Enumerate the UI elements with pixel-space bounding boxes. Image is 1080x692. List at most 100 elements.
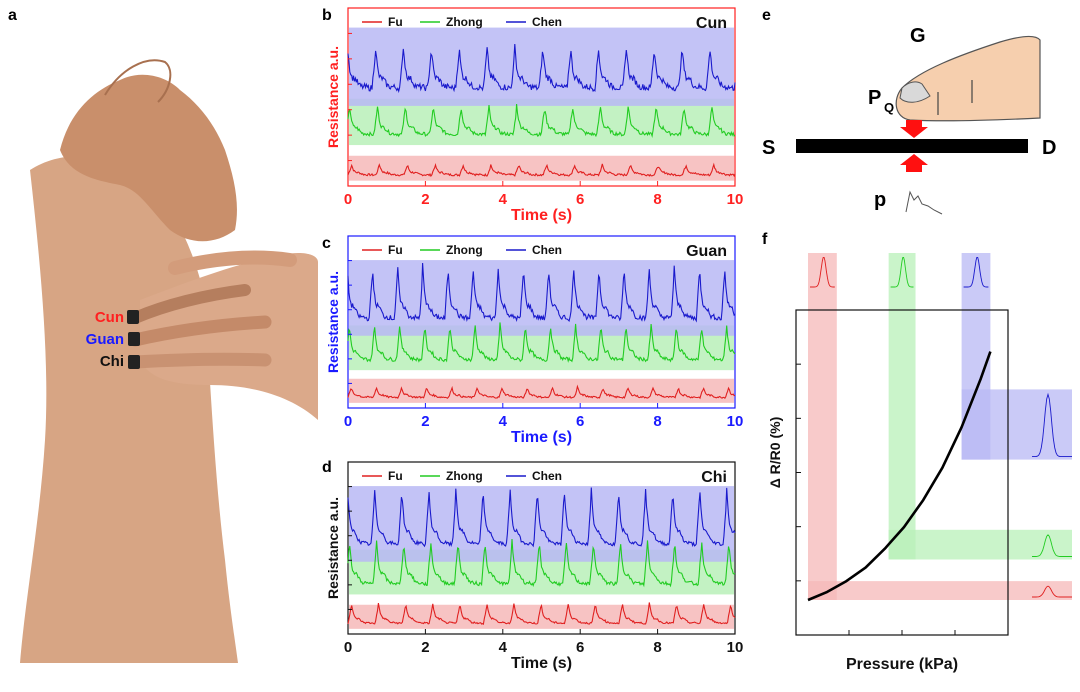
panel-e: G P Q S D p	[762, 25, 1056, 215]
chart-title: Cun	[696, 15, 727, 32]
arrow-down	[900, 120, 928, 138]
legend-label-fu: Fu	[388, 15, 403, 29]
y-axis-label: Resistance a.u.	[325, 271, 341, 373]
band-vertical-fu	[808, 253, 837, 600]
x-tick-label: 4	[499, 413, 508, 430]
response-curve	[807, 351, 992, 602]
finger-illustration	[895, 35, 1041, 122]
legend-label-chen: Chen	[532, 243, 562, 257]
plot-frame	[347, 461, 736, 635]
series-line-zhong	[347, 538, 736, 588]
label-p: P	[868, 87, 881, 109]
band-horizontal-fu	[808, 581, 1072, 600]
series-line-zhong	[347, 103, 736, 138]
series-line-chen	[347, 487, 736, 548]
panel-letter-b: b	[322, 7, 332, 24]
series-line-chen	[347, 262, 736, 323]
legend-label-fu: Fu	[388, 243, 403, 257]
label-small-p: p	[874, 189, 886, 211]
chart-guan: 0 2 4 6 8 10 Time (s) Resistance a.u. Guan Fu Zhon…	[325, 235, 744, 446]
panel-letter-f: f	[762, 231, 768, 248]
y-axis-label: Resistance a.u.	[325, 497, 341, 599]
peak-sketch-top-fu	[810, 256, 835, 288]
panel-letter-c: c	[322, 235, 331, 252]
label-d: D	[1042, 137, 1056, 159]
legend-label-chen: Chen	[532, 15, 562, 29]
band-chen	[349, 486, 734, 562]
x-tick-label: 4	[499, 191, 508, 208]
x-tick-label: 0	[344, 639, 352, 656]
peak-sketch-side-chen	[1032, 392, 1072, 458]
finger-3	[128, 352, 272, 369]
label-guan: Guan	[86, 331, 124, 348]
x-axis-label: Time (s)	[511, 655, 572, 672]
y-axis-label: Resistance a.u.	[325, 46, 341, 148]
band-fu	[349, 155, 734, 181]
legend-label-zhong: Zhong	[446, 469, 483, 483]
peak-sketch-side-fu	[1032, 585, 1072, 598]
x-tick-label: 10	[727, 413, 744, 430]
forearm	[20, 155, 238, 663]
label-s: S	[762, 137, 775, 159]
pulse-sketch	[905, 190, 943, 215]
series-line-fu	[347, 162, 736, 178]
panel-letter-e: e	[762, 7, 771, 24]
legend-label-chen: Chen	[532, 469, 562, 483]
peak-sketch-top-zhong	[890, 256, 914, 288]
x-tick-label: 6	[576, 639, 584, 656]
x-axis-label: Pressure (kPa)	[846, 656, 958, 673]
label-cun: Cun	[95, 309, 124, 326]
band-vertical-zhong	[888, 253, 916, 560]
chart-title: Chi	[701, 469, 727, 486]
x-tick-label: 8	[653, 191, 661, 208]
label-chi: Chi	[100, 353, 124, 370]
x-tick-label: 6	[576, 413, 584, 430]
finger-2	[128, 315, 272, 347]
x-tick-label: 0	[344, 191, 352, 208]
examining-hand	[140, 252, 318, 420]
y-axis-label: Δ R/R0 (%)	[767, 417, 783, 489]
fingernail	[899, 81, 931, 103]
x-tick-label: 10	[727, 191, 744, 208]
legend-label-fu: Fu	[388, 469, 403, 483]
band-fu	[349, 378, 734, 403]
index-finger	[168, 250, 297, 275]
x-tick-label: 10	[727, 639, 744, 656]
chart-cun: 0 2 4 6 8 10 Time (s) Resistance a.u. Cun Fu Zhong…	[325, 7, 744, 224]
plot-frame	[347, 235, 736, 409]
x-tick-label: 2	[421, 639, 429, 656]
chart-chi: 0 2 4 6 8 10 Time (s) Resistance a.u. Chi Fu Zhong…	[325, 461, 744, 672]
series-line-fu	[347, 602, 736, 625]
sensor-guan	[128, 332, 140, 346]
band-horizontal-zhong	[888, 529, 1072, 560]
sensor-chi	[128, 355, 140, 369]
band-chen	[349, 260, 734, 336]
sensor-cun	[127, 310, 139, 324]
label-g: G	[910, 25, 926, 47]
x-tick-label: 4	[499, 639, 508, 656]
chart-pressure-response: Pressure (kPa) Δ R/R0 (%)	[767, 253, 1072, 673]
band-horizontal-chen	[961, 389, 1072, 460]
panel-letter-a: a	[8, 7, 17, 24]
panel-letter-d: d	[322, 459, 332, 476]
x-tick-label: 2	[421, 413, 429, 430]
plot-frame	[347, 7, 736, 187]
legend-label-zhong: Zhong	[446, 243, 483, 257]
x-axis-label: Time (s)	[511, 207, 572, 224]
x-tick-label: 8	[653, 413, 661, 430]
finger-1	[129, 284, 251, 324]
series-line-chen	[347, 43, 736, 94]
x-tick-label: 2	[421, 191, 429, 208]
peak-sketch-side-zhong	[1032, 534, 1072, 557]
x-tick-label: 8	[653, 639, 661, 656]
legend-label-zhong: Zhong	[446, 15, 483, 29]
arrow-up	[900, 154, 928, 172]
knuckle-line	[104, 59, 172, 103]
x-tick-label: 0	[344, 413, 352, 430]
peak-sketch-top-chen	[963, 256, 989, 288]
chart-title: Guan	[686, 243, 727, 260]
panel-a: Cun Guan Chi	[18, 28, 318, 663]
channel-bar	[796, 139, 1028, 153]
x-tick-label: 6	[576, 191, 584, 208]
